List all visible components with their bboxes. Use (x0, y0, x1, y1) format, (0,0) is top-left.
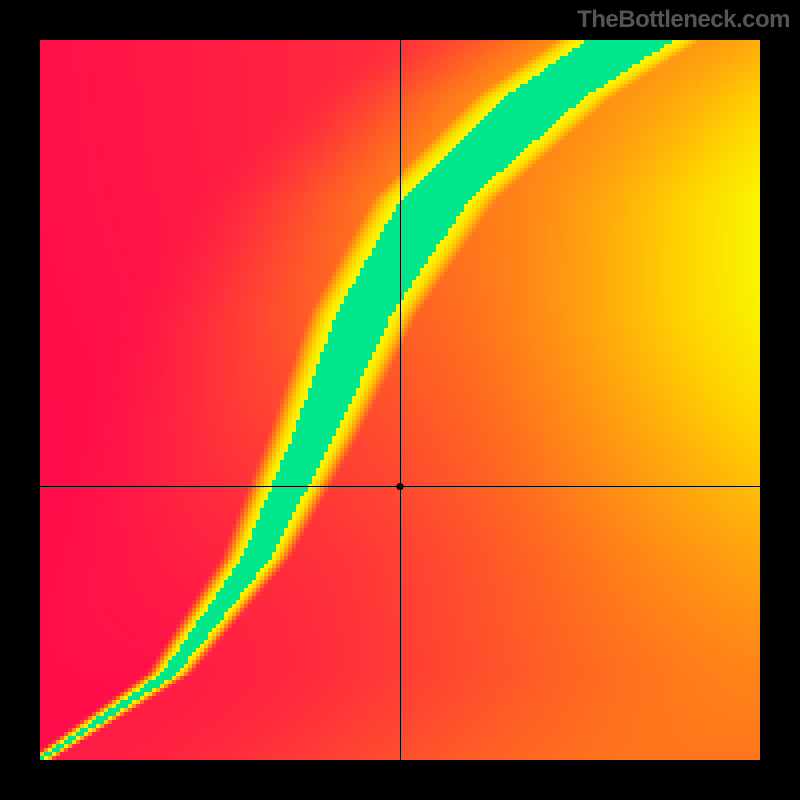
heatmap-plot-area (40, 40, 760, 760)
watermark-text: TheBottleneck.com (577, 6, 790, 34)
chart-container: TheBottleneck.com (0, 0, 800, 800)
heatmap-canvas (40, 40, 760, 760)
